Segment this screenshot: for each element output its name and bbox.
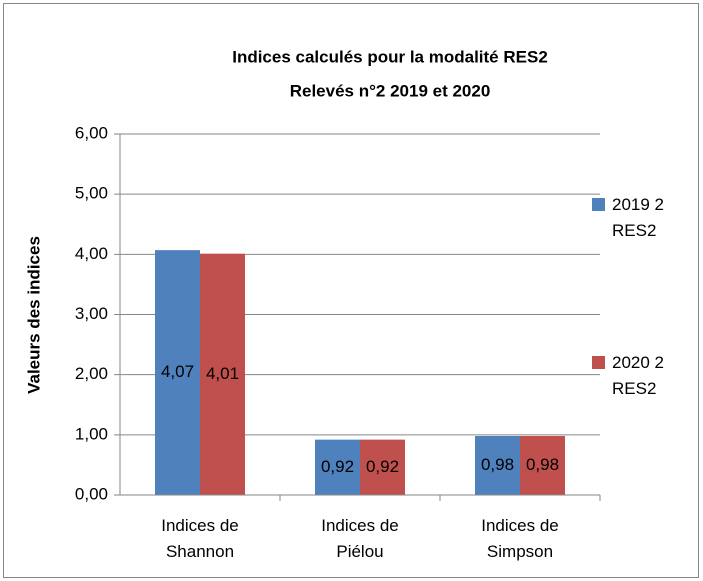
bar — [155, 250, 200, 495]
legend-swatch — [592, 356, 605, 369]
bar — [200, 253, 245, 495]
y-tick-label: 2,00 — [75, 364, 108, 383]
data-label: 4,07 — [161, 362, 194, 381]
y-tick-label: 3,00 — [75, 304, 108, 323]
x-tick-label: Indices de Piélou — [321, 516, 399, 561]
data-label: 0,98 — [481, 455, 514, 474]
x-tick-label: Indices de Shannon — [161, 516, 239, 561]
bar — [520, 436, 565, 495]
y-tick-label: 4,00 — [75, 244, 108, 263]
data-label: 4,01 — [206, 364, 239, 383]
legend-label: 2019 2 RES2 — [612, 195, 664, 240]
x-tick-label: Indices de Simpson — [481, 516, 559, 561]
data-label: 0,92 — [366, 457, 399, 476]
legend-label: 2020 2 RES2 — [612, 353, 664, 398]
chart-title: Indices calculés pour la modalité RES2 — [232, 47, 548, 66]
bar — [315, 439, 360, 495]
y-axis-label: Valeurs des indices — [24, 236, 43, 394]
y-tick-label: 1,00 — [75, 424, 108, 443]
bar — [360, 439, 405, 495]
data-label: 0,92 — [321, 457, 354, 476]
data-label: 0,98 — [526, 455, 559, 474]
y-tick-label: 6,00 — [75, 123, 108, 142]
bar — [475, 436, 520, 495]
chart-subtitle: Relevés n°2 2019 et 2020 — [290, 81, 491, 100]
legend-swatch — [592, 198, 605, 211]
y-tick-label: 5,00 — [75, 184, 108, 203]
y-tick-label: 0,00 — [75, 484, 108, 503]
